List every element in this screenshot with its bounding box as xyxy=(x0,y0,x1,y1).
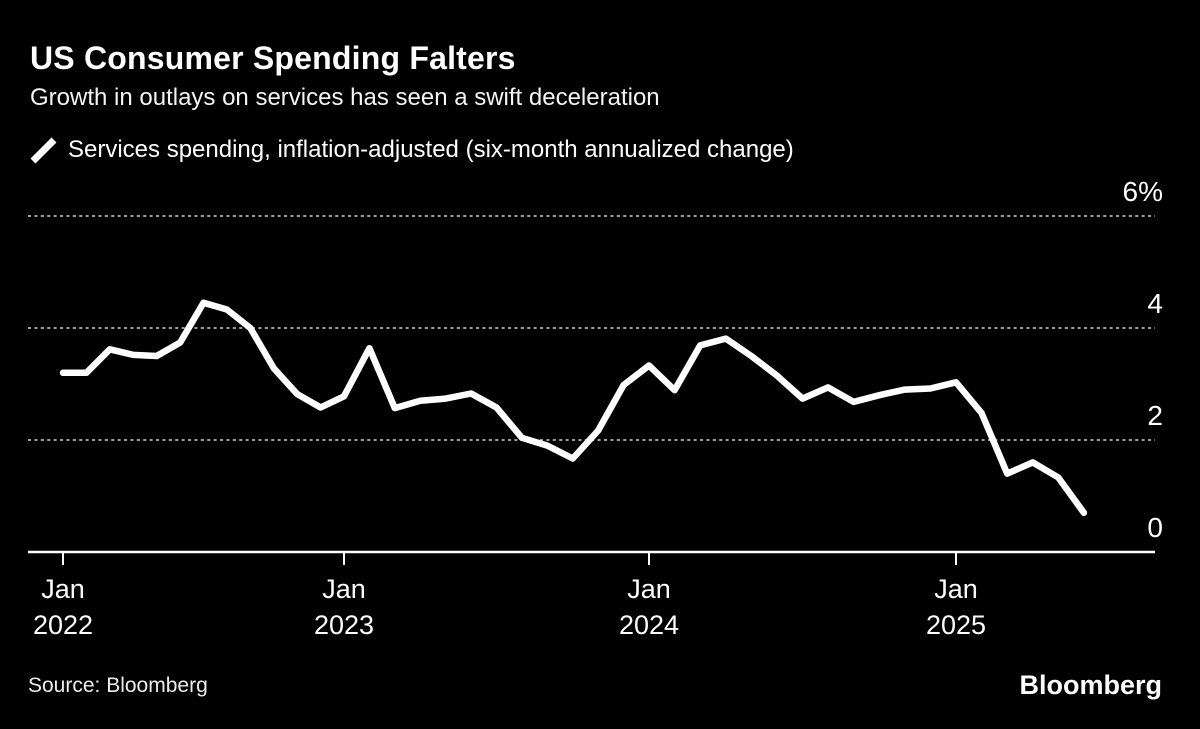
line-series-marker-icon xyxy=(30,137,57,163)
y-tick-label: 2 xyxy=(1147,400,1163,431)
y-tick-label: 0 xyxy=(1147,512,1163,543)
source-note: Source: Bloomberg xyxy=(28,674,208,697)
x-tick-label-month: Jan xyxy=(322,574,366,604)
x-tick-label-year: 2023 xyxy=(314,610,374,640)
chart-subtitle: Growth in outlays on services has seen a… xyxy=(30,84,660,111)
series-line xyxy=(59,299,1088,517)
x-tick-label-year: 2022 xyxy=(33,610,93,640)
legend: Services spending, inflation-adjusted (s… xyxy=(30,136,794,164)
x-tick-label-year: 2025 xyxy=(926,610,986,640)
y-tick-label: 6% xyxy=(1123,176,1163,207)
chart-title: US Consumer Spending Falters xyxy=(30,40,516,76)
x-tick-label-month: Jan xyxy=(934,574,978,604)
x-tick-label-month: Jan xyxy=(627,574,671,604)
y-tick-label: 4 xyxy=(1147,288,1163,319)
legend-series-label: Services spending, inflation-adjusted (s… xyxy=(68,136,794,163)
x-tick-label-year: 2024 xyxy=(619,610,679,640)
x-tick-label-month: Jan xyxy=(41,574,85,604)
bloomberg-logo: Bloomberg xyxy=(1019,670,1162,700)
